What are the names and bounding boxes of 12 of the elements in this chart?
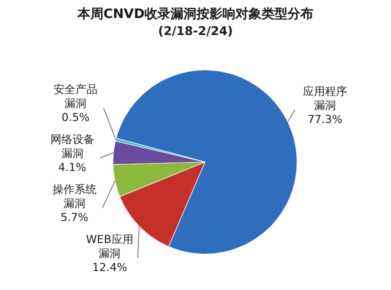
data-label: 12.4% (92, 261, 128, 274)
chart-subtitle: (2/18-2/24) (158, 24, 233, 38)
data-label: 4.1% (58, 161, 86, 174)
chart-title: 本周CNVD收录漏洞按影响对象类型分布 (76, 6, 314, 22)
slice-label: 网络设备漏洞 (50, 133, 94, 160)
slice-label: 操作系统漏洞 (52, 183, 96, 210)
data-label: 5.7% (60, 211, 88, 224)
data-label: 0.5% (62, 111, 90, 124)
slice-label: 应用程序漏洞 (303, 84, 348, 112)
slice-label: 安全产品漏洞 (54, 83, 98, 110)
slice-label: WEB应用漏洞 (86, 233, 134, 260)
data-label: 77.3% (308, 112, 343, 126)
